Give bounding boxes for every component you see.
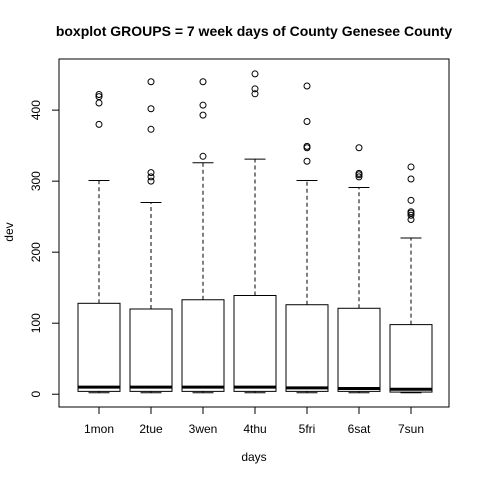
box-6sat	[337, 144, 381, 394]
y-tick-label: 300	[29, 171, 43, 191]
outlier-point	[199, 78, 207, 86]
x-tick-label: 7sun	[398, 422, 424, 436]
x-axis: 1mon 2tue 3wen 4thu 5fri 6sat 7sun	[84, 406, 424, 436]
chart-title: boxplot GROUPS = 7 week days of County G…	[56, 23, 453, 39]
box-3wen	[181, 78, 225, 394]
outlier-point	[355, 169, 363, 177]
outlier-point	[303, 157, 311, 165]
x-tick-label: 2tue	[139, 422, 163, 436]
outlier-point	[303, 82, 311, 90]
box-7sun	[389, 163, 433, 394]
y-tick-label: 200	[29, 242, 43, 262]
box-4thu	[233, 70, 277, 394]
outlier-point	[407, 175, 415, 183]
y-axis-label: dev	[2, 222, 16, 241]
outlier-point	[303, 142, 311, 150]
x-axis-label: days	[241, 450, 266, 464]
outlier-point	[355, 173, 363, 181]
box-body	[337, 307, 381, 392]
x-tick-label: 6sat	[348, 422, 371, 436]
outlier-point	[95, 93, 103, 101]
outlier-point	[407, 163, 415, 171]
outlier-point	[147, 78, 155, 86]
x-tick-label: 1mon	[84, 422, 114, 436]
box-body	[181, 299, 225, 392]
box-body	[77, 302, 121, 392]
outlier-point	[251, 90, 259, 98]
outlier-point	[147, 125, 155, 133]
outlier-point	[199, 152, 207, 160]
outlier-point	[199, 111, 207, 119]
outlier-point	[147, 173, 155, 181]
outlier-point	[251, 85, 259, 93]
box-2tue	[129, 78, 173, 394]
outlier-point	[407, 196, 415, 204]
box-body	[129, 308, 173, 392]
y-tick-label: 400	[29, 100, 43, 120]
outlier-point	[147, 177, 155, 185]
box-1mon	[77, 91, 121, 394]
outlier-point	[407, 211, 415, 219]
y-axis: 0 100 200 300 400	[29, 100, 60, 398]
x-tick-label: 3wen	[189, 422, 218, 436]
outlier-point	[303, 117, 311, 125]
outlier-point	[147, 105, 155, 113]
outlier-point	[147, 169, 155, 177]
outlier-point	[199, 101, 207, 109]
box-body	[285, 304, 329, 392]
outlier-point	[251, 70, 259, 78]
box-body	[389, 324, 433, 393]
box-body	[233, 294, 277, 392]
outlier-point	[95, 120, 103, 128]
box-group	[77, 70, 433, 394]
box-5fri	[285, 82, 329, 394]
x-tick-label: 4thu	[243, 422, 266, 436]
x-tick-label: 5fri	[299, 422, 316, 436]
outlier-point	[355, 144, 363, 152]
y-tick-label: 100	[29, 313, 43, 333]
outlier-point	[407, 208, 415, 216]
y-tick-label: 0	[29, 391, 43, 398]
outlier-point	[95, 91, 103, 99]
